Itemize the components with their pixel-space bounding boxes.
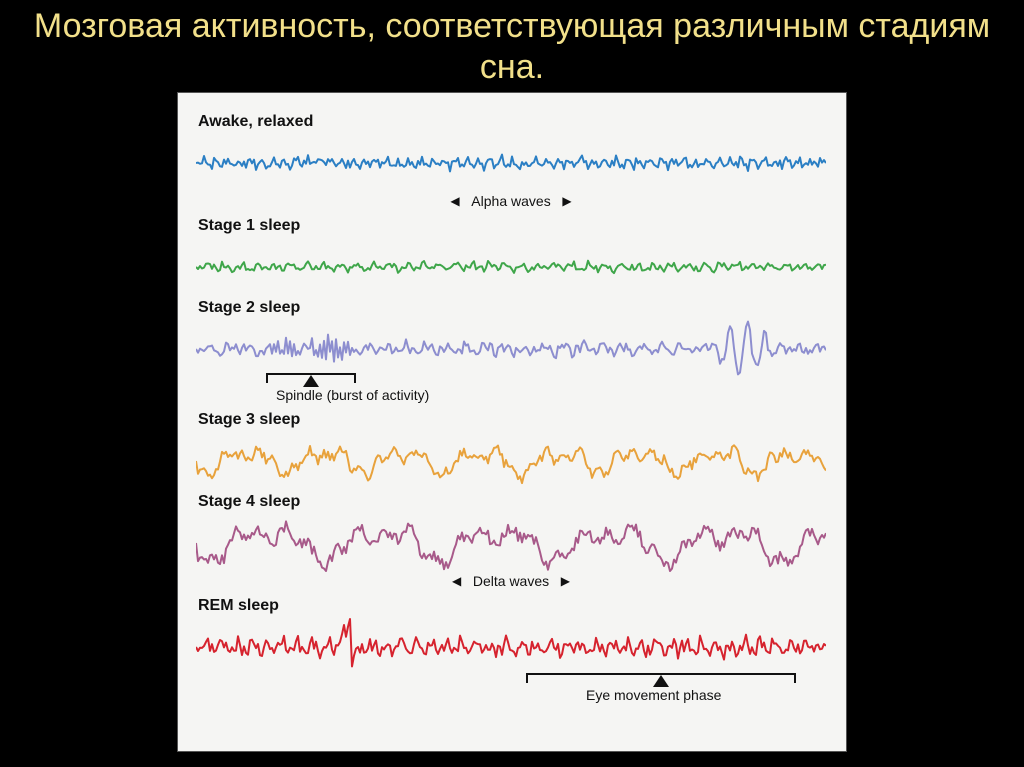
triangle-up-icon xyxy=(303,375,319,387)
wave-stage3 xyxy=(196,431,826,491)
panel-container: Awake, relaxed ◀ Alpha waves ▶ Stage 1 sle… xyxy=(0,92,1024,752)
stage-label-awake: Awake, relaxed xyxy=(198,113,832,131)
annotation-stage2: Spindle (burst of activity) xyxy=(196,379,826,409)
arrow-right-icon: ▶ xyxy=(562,194,571,208)
triangle-up-icon xyxy=(653,675,669,687)
annotation-awake: ◀ Alpha waves ▶ xyxy=(196,193,826,215)
stage-label-stage2: Stage 2 sleep xyxy=(198,299,832,317)
slide-title: Мозговая активность, соответствующая раз… xyxy=(0,0,1024,92)
wave-stage1 xyxy=(196,237,826,297)
stage-label-stage1: Stage 1 sleep xyxy=(198,217,832,235)
wave-stage4 xyxy=(196,513,826,573)
wave-rem xyxy=(196,617,826,677)
wave-awake xyxy=(196,133,826,193)
eeg-panel: Awake, relaxed ◀ Alpha waves ▶ Stage 1 sle… xyxy=(177,92,847,752)
annotation-text: Eye movement phase xyxy=(586,687,721,703)
annotation-rem: Eye movement phase xyxy=(196,677,826,711)
arrow-left-icon: ◀ xyxy=(450,194,459,208)
annotation-stage4: ◀ Delta waves ▶ xyxy=(196,573,826,595)
wave-stage2 xyxy=(196,319,826,379)
annotation-text: Spindle (burst of activity) xyxy=(276,387,429,403)
stage-label-stage3: Stage 3 sleep xyxy=(198,411,832,429)
arrow-right-icon: ▶ xyxy=(561,574,570,588)
stage-label-stage4: Stage 4 sleep xyxy=(198,493,832,511)
stage-label-rem: REM sleep xyxy=(198,597,832,615)
arrow-left-icon: ◀ xyxy=(452,574,461,588)
